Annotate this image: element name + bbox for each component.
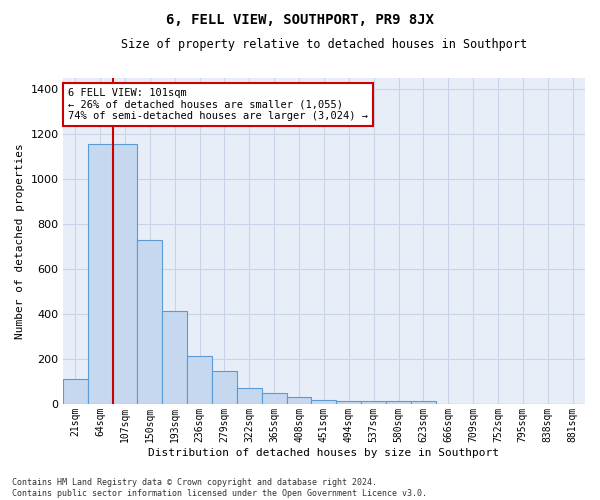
Bar: [411, 401, 436, 404]
Text: 6 FELL VIEW: 101sqm
← 26% of detached houses are smaller (1,055)
74% of semi-det: 6 FELL VIEW: 101sqm ← 26% of detached ho…: [68, 88, 368, 121]
Bar: [113, 144, 137, 404]
Title: Size of property relative to detached houses in Southport: Size of property relative to detached ho…: [121, 38, 527, 51]
Bar: [287, 397, 311, 404]
Text: Contains HM Land Registry data © Crown copyright and database right 2024.
Contai: Contains HM Land Registry data © Crown c…: [12, 478, 427, 498]
Y-axis label: Number of detached properties: Number of detached properties: [15, 143, 25, 339]
Bar: [262, 393, 287, 404]
Bar: [361, 401, 386, 404]
Bar: [88, 144, 113, 404]
Bar: [237, 388, 262, 404]
Bar: [311, 400, 337, 404]
Bar: [137, 240, 163, 404]
X-axis label: Distribution of detached houses by size in Southport: Distribution of detached houses by size …: [148, 448, 499, 458]
Bar: [63, 379, 88, 404]
Text: 6, FELL VIEW, SOUTHPORT, PR9 8JX: 6, FELL VIEW, SOUTHPORT, PR9 8JX: [166, 12, 434, 26]
Bar: [386, 401, 411, 404]
Bar: [337, 400, 361, 404]
Bar: [163, 310, 187, 404]
Bar: [187, 356, 212, 404]
Bar: [212, 370, 237, 404]
